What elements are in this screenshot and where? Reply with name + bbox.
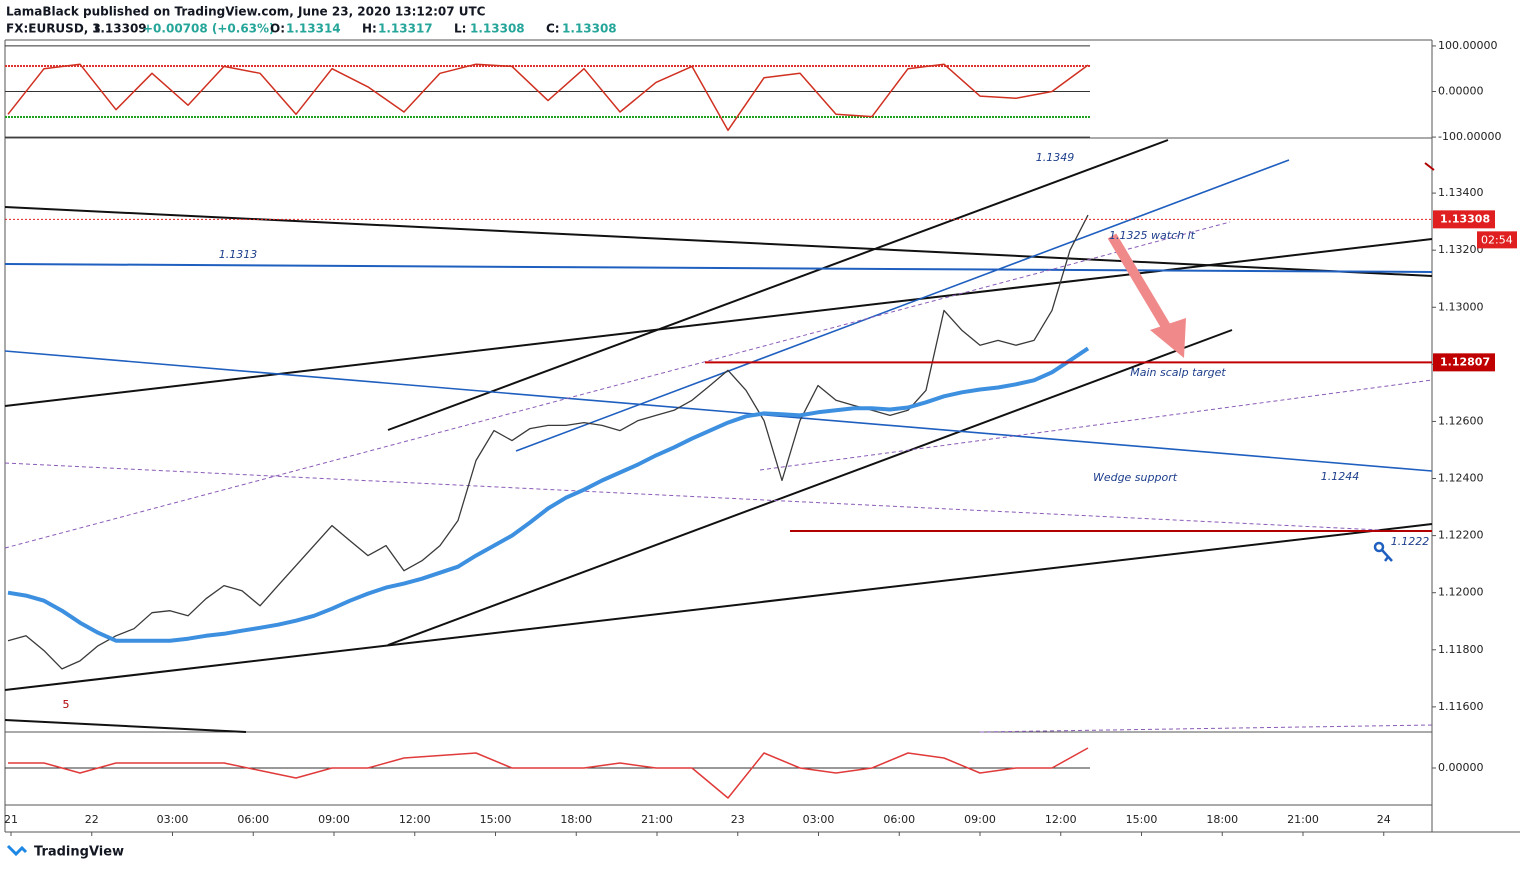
ohlc-label: O: <box>270 22 285 36</box>
x-tick-label: 06:00 <box>883 813 915 826</box>
annotation: Wedge support <box>1093 471 1178 484</box>
y-tick-label: 1.12200 <box>1438 529 1484 542</box>
x-tick-label: 03:00 <box>803 813 835 826</box>
x-tick-label: 18:00 <box>1206 813 1238 826</box>
price-tag-label: 1.12807 <box>1440 355 1490 368</box>
x-tick-label: 12:00 <box>1045 813 1077 826</box>
x-tick-label: 21:00 <box>641 813 673 826</box>
annotation: 1.1349 <box>1036 151 1075 164</box>
last-price: 1.13309 <box>92 22 147 36</box>
symbol: FX:EURUSD, 3 <box>6 22 101 36</box>
series-line <box>7 214 1089 670</box>
x-tick-label: 18:00 <box>560 813 592 826</box>
y-tick-label: 1.12000 <box>1438 586 1484 599</box>
y-tick-label: 1.12600 <box>1438 414 1484 427</box>
change: +0.00708 (+0.63%) <box>143 22 275 36</box>
countdown-box <box>1477 231 1517 249</box>
x-tick-label: 15:00 <box>480 813 512 826</box>
series-line <box>8 747 1089 799</box>
logo <box>6 844 28 857</box>
ohlc-label: C: <box>546 22 560 36</box>
series-line <box>7 346 1090 643</box>
x-tick-label: 24 <box>1377 813 1391 826</box>
ohlc-value: 1.13314 <box>286 22 341 36</box>
price-tag <box>1433 210 1495 229</box>
ohlc-label: L: <box>454 22 466 36</box>
y-tick-label: 1.13400 <box>1438 186 1484 199</box>
x-tick-label: 23 <box>731 813 745 826</box>
publisher: LamaBlack published on TradingView.com, … <box>6 5 486 19</box>
x-tick-label: 15:00 <box>1126 813 1158 826</box>
price-tag <box>1433 353 1495 372</box>
y-tick-label: 1.13200 <box>1438 243 1484 256</box>
annotation: 1.1325 watch it <box>1109 229 1196 242</box>
y-tick-label: 1.12400 <box>1438 472 1484 485</box>
header: LamaBlack published on TradingView.com, … <box>6 5 486 36</box>
ohlc-value: 1.13308 <box>470 22 525 36</box>
y-tick-label: 1.13000 <box>1438 300 1484 313</box>
x-tick-label: 21 <box>4 813 18 826</box>
annotation: 1.1244 <box>1321 470 1360 483</box>
x-tick-label: 22 <box>85 813 99 826</box>
x-tick-label: 03:00 <box>157 813 189 826</box>
x-tick-label: 12:00 <box>399 813 431 826</box>
x-tick-label: 09:00 <box>318 813 350 826</box>
x-tick-label: 21:00 <box>1287 813 1319 826</box>
y-tick-label: 100.00000 <box>1438 39 1498 52</box>
y-tick-label: 0.00000 <box>1438 761 1484 774</box>
series-line <box>7 63 1089 132</box>
y-tick-label: 1.11800 <box>1438 643 1484 656</box>
annotation: 1.1222 <box>1391 535 1430 548</box>
x-tick-label: 06:00 <box>237 813 269 826</box>
countdown: 02:54 <box>1481 233 1513 246</box>
trend-lines <box>4 139 1435 733</box>
price-tag-label: 1.13308 <box>1440 212 1490 225</box>
y-tick-label: -100.00000 <box>1438 130 1501 143</box>
ohlc-value: 1.13317 <box>378 22 433 36</box>
x-tick-label: 09:00 <box>964 813 996 826</box>
annotation: 5 <box>63 698 70 711</box>
ohlc-value: 1.13308 <box>562 22 617 36</box>
y-tick-label: 1.11600 <box>1438 700 1484 713</box>
branding: TradingView <box>34 845 124 860</box>
ohlc-label: H: <box>362 22 377 36</box>
annotation: 1.1313 <box>219 248 258 261</box>
annotation: Main scalp target <box>1130 366 1226 379</box>
y-tick-label: 0.00000 <box>1438 85 1484 98</box>
